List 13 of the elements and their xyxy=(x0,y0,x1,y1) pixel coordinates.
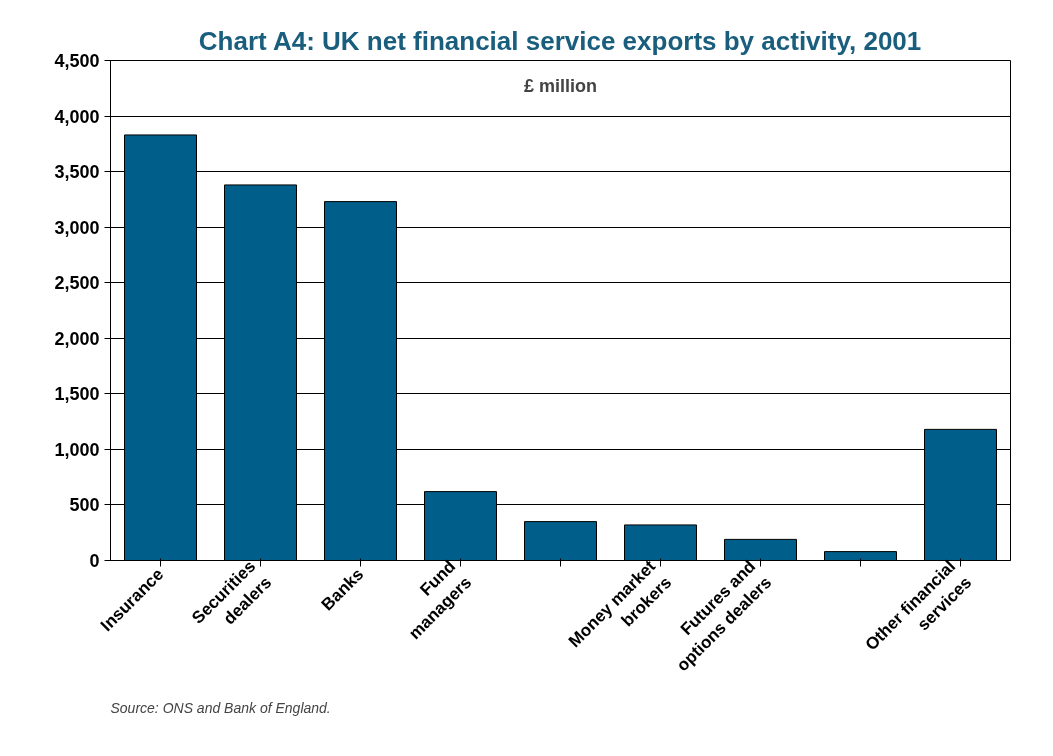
y-tick-label: 500 xyxy=(69,495,100,516)
y-tick-label: 3,000 xyxy=(54,217,100,238)
y-tick-label: 2,000 xyxy=(54,328,100,349)
chart-title: Chart A4: UK net financial service exports by activity, 2001 xyxy=(198,25,922,56)
y-tick-label: 0 xyxy=(89,551,100,571)
y-tick-label: 4,500 xyxy=(54,51,100,71)
y-tick-label: 2,500 xyxy=(54,273,100,294)
source-note: Source: ONS and Bank of England. xyxy=(110,699,331,716)
y-tick-label: 4,000 xyxy=(54,106,100,127)
y-tick-label: 1,500 xyxy=(54,384,100,405)
y-tick-label: 3,500 xyxy=(54,162,100,183)
annotation: £ million xyxy=(523,75,598,96)
y-tick-label: 1,000 xyxy=(54,439,100,460)
